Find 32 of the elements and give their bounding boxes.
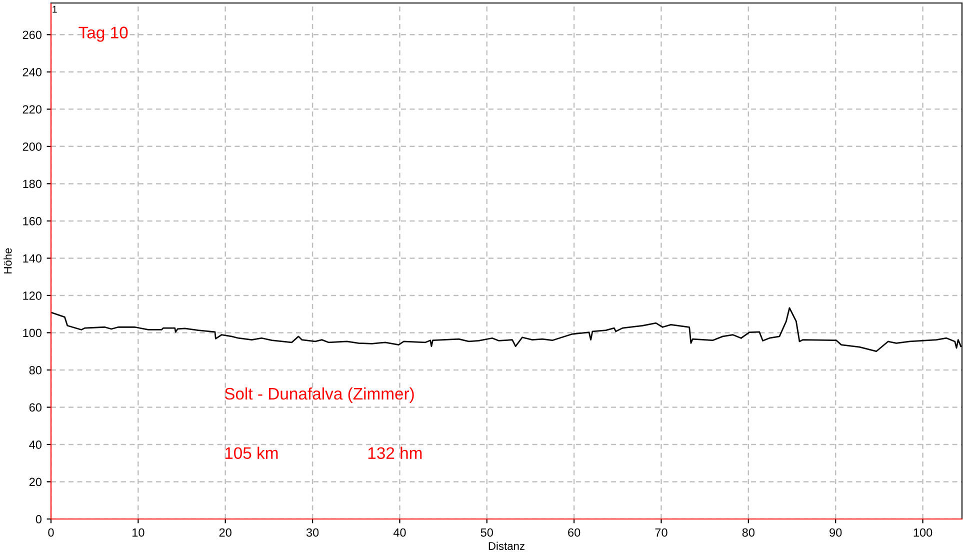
x-tick-label: 10	[132, 528, 144, 537]
x-tick-label: 100	[914, 528, 932, 537]
x-tick-label: 90	[830, 528, 842, 537]
x-tick-label: 30	[306, 528, 319, 537]
y-tick-label: 0	[36, 515, 42, 524]
annotation: 132 hm	[368, 446, 422, 459]
y-tick-label: 60	[29, 403, 42, 412]
y-tick-label: 240	[22, 68, 42, 76]
y-tick-label: 120	[23, 291, 42, 300]
y-tick-label: 180	[23, 180, 42, 188]
y-tick-label: 160	[23, 216, 42, 226]
annotation: 1	[52, 6, 57, 13]
x-tick-label: 70	[655, 528, 668, 537]
y-tick-label: 220	[22, 105, 42, 114]
x-tick-label: 40	[393, 528, 406, 537]
y-tick-label: 20	[29, 478, 42, 486]
y-axis-title: Höhe	[4, 248, 12, 274]
y-tick-label: 40	[29, 440, 42, 449]
x-tick-label: 0	[48, 528, 54, 537]
y-tick-label: 140	[23, 254, 42, 263]
x-tick-label: 50	[480, 528, 493, 537]
y-tick-label: 100	[23, 328, 42, 338]
annotation: 105 km	[225, 446, 278, 459]
x-tick-label: 60	[568, 528, 580, 537]
y-tick-label: 80	[29, 366, 42, 374]
x-tick-label: 20	[219, 528, 232, 537]
y-tick-label: 200	[22, 142, 42, 151]
x-axis-title: Distanz	[488, 542, 524, 550]
annotation: Solt - Dunafalva (Zimmer)	[224, 387, 414, 403]
annotation: Tag 10	[78, 26, 128, 42]
y-tick-label: 260	[22, 30, 42, 40]
x-tick-label: 80	[742, 528, 755, 537]
